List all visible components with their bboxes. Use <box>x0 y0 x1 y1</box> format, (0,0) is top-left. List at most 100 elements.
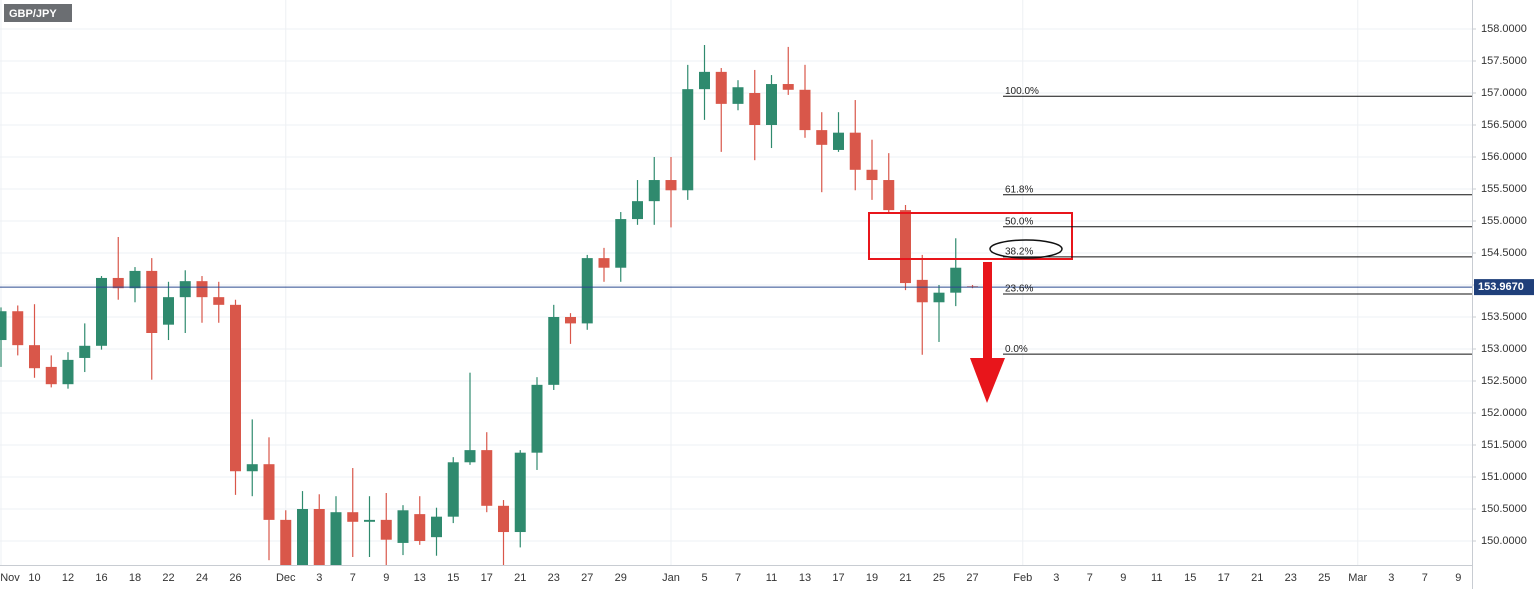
candle-body <box>732 87 744 104</box>
candle-body <box>313 508 325 565</box>
candle-body <box>514 452 526 533</box>
fib-label: 50.0% <box>1005 216 1033 227</box>
candle-body <box>297 508 308 565</box>
candle-body <box>347 512 359 522</box>
x-tick-label: 13 <box>414 572 426 584</box>
x-tick-label: Nov <box>0 572 20 584</box>
candle-body <box>615 219 627 268</box>
last-price-badge <box>1474 279 1534 296</box>
y-tick-label: 157.0000 <box>1481 87 1527 99</box>
candle-body <box>45 366 57 385</box>
x-tick-label: 13 <box>799 572 811 584</box>
candle-body <box>849 132 861 170</box>
candle-body <box>883 180 895 211</box>
candle-body <box>431 516 442 538</box>
candle-body <box>246 464 258 472</box>
x-tick-label: 19 <box>866 572 878 584</box>
y-tick-label: 153.0000 <box>1481 343 1527 355</box>
x-tick-label: Jan <box>662 572 680 584</box>
fib-label: 23.6% <box>1005 284 1033 295</box>
last-price-label: 153.9670 <box>1478 281 1524 293</box>
x-tick-label: 15 <box>1184 572 1196 584</box>
x-tick-label: 9 <box>383 572 389 584</box>
candle-body <box>833 132 844 150</box>
candle-body <box>163 297 174 325</box>
candle-body <box>648 180 660 202</box>
x-tick-label: 7 <box>735 572 741 584</box>
y-tick-label: 151.5000 <box>1481 439 1527 451</box>
x-tick-label: 7 <box>1087 572 1093 584</box>
candle-body <box>230 304 241 472</box>
x-tick-label: 10 <box>28 572 40 584</box>
fib-label: 0.0% <box>1005 344 1028 355</box>
candle-body <box>263 464 275 520</box>
resistance-box <box>868 212 1073 260</box>
candle-body <box>715 71 727 104</box>
candle-body <box>682 89 694 191</box>
x-tick-label: 7 <box>350 572 356 584</box>
y-tick-label: 151.0000 <box>1481 471 1527 483</box>
candle-body <box>531 384 543 453</box>
annotations: 100.0% 61.8% 50.0% 38.2% 23.6% 0.0% <box>868 86 1472 403</box>
x-tick-label: Mar <box>1348 572 1367 584</box>
candle-body <box>598 258 610 268</box>
plot-area <box>0 44 1472 565</box>
x-tick-label: 25 <box>933 572 945 584</box>
candle-body <box>548 316 560 385</box>
y-tick-label: 153.5000 <box>1481 311 1527 323</box>
fib-label: 38.2% <box>1005 246 1033 257</box>
symbol-label: GBP/JPY <box>9 8 57 20</box>
x-tick-label: 11 <box>766 572 777 584</box>
candle-body <box>414 514 426 541</box>
candle-body <box>766 84 777 125</box>
x-tick-label: Dec <box>276 572 296 584</box>
fib-label: 100.0% <box>1005 86 1039 97</box>
candle-body <box>749 92 761 125</box>
arrow-shaft <box>983 262 992 360</box>
x-tick-label: 27 <box>581 572 593 584</box>
x-tick-label: 11 <box>1151 572 1162 584</box>
candle-body <box>933 292 945 303</box>
candle-body <box>29 345 40 369</box>
y-tick-label: 152.0000 <box>1481 407 1527 419</box>
x-tick-label: 17 <box>832 572 844 584</box>
candle-body <box>950 267 962 293</box>
y-tick-label: 150.5000 <box>1481 503 1527 515</box>
symbol-badge <box>4 4 72 22</box>
candle-body <box>632 201 643 220</box>
candle-body <box>129 270 141 289</box>
y-tick-label: 156.5000 <box>1481 119 1527 131</box>
candle-body <box>112 277 124 289</box>
y-tick-label: 156.0000 <box>1481 151 1527 163</box>
y-tick-label: 158.0000 <box>1481 23 1527 35</box>
x-tick-label: 26 <box>229 572 241 584</box>
y-tick-label: 155.0000 <box>1481 215 1527 227</box>
candle-body <box>481 450 493 506</box>
x-tick-label: 22 <box>162 572 174 584</box>
x-tick-label: 9 <box>1455 572 1461 584</box>
candle-body <box>364 519 375 522</box>
candle-body <box>498 505 509 533</box>
x-tick-label: 24 <box>196 572 208 584</box>
y-tick-label: 150.0000 <box>1481 535 1527 547</box>
fib-label: 61.8% <box>1005 184 1033 195</box>
x-tick-label: 18 <box>129 572 141 584</box>
y-tick-label: 155.5000 <box>1481 183 1527 195</box>
x-tick-label: 23 <box>548 572 560 584</box>
candle-body <box>900 210 911 284</box>
y-tick-label: 154.5000 <box>1481 247 1527 259</box>
x-tick-label: 7 <box>1422 572 1428 584</box>
candle-body <box>96 277 107 346</box>
candle-body <box>782 84 794 90</box>
x-tick-label: Feb <box>1013 572 1032 584</box>
x-tick-label: 9 <box>1120 572 1126 584</box>
x-tick-label: 5 <box>701 572 707 584</box>
candle-body <box>916 279 928 303</box>
candle-body <box>12 311 24 346</box>
x-tick-label: 21 <box>1251 572 1263 584</box>
candle-body <box>280 519 292 565</box>
x-tick-label: 27 <box>966 572 978 584</box>
x-tick-label: 3 <box>1388 572 1394 584</box>
candle-body <box>330 512 342 565</box>
